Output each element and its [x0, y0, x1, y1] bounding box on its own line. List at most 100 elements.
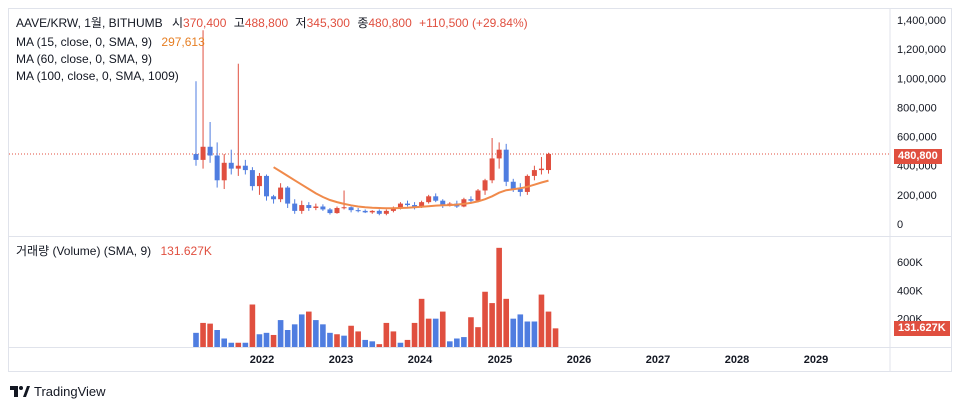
- close-label: 종: [357, 16, 369, 30]
- candle-body: [264, 175, 269, 197]
- ma60-label: MA (60, close, 0, SMA, 9): [16, 52, 153, 66]
- volume-bar: [439, 311, 446, 347]
- volume-bar: [390, 331, 397, 347]
- volume-bar: [270, 334, 277, 347]
- ma15-legend[interactable]: MA (15, close, 0, SMA, 9) 297,613: [16, 34, 205, 50]
- volume-bar: [489, 303, 495, 347]
- volume-bar: [221, 338, 227, 347]
- price-tick-label: 1,000,000: [897, 73, 946, 85]
- ma15-line: [273, 166, 549, 210]
- tradingview-logo[interactable]: TradingView: [10, 384, 106, 399]
- candle-body: [221, 162, 227, 181]
- ma100-legend[interactable]: MA (100, close, 0, SMA, 1009): [16, 68, 179, 84]
- price-tick-label: 0: [897, 219, 903, 231]
- year-tick-label: 2024: [408, 354, 433, 366]
- candle-body: [362, 210, 368, 213]
- volume-bar: [468, 317, 474, 347]
- volume-bar: [362, 339, 368, 347]
- volume-bar: [545, 311, 552, 347]
- candle-body: [475, 190, 481, 201]
- price-tick-label: 1,200,000: [897, 44, 946, 56]
- volume-bar: [277, 320, 284, 347]
- candle-body: [341, 207, 347, 209]
- volume-bar: [411, 322, 418, 347]
- candle-body: [348, 207, 354, 211]
- candle-body: [271, 196, 277, 200]
- volume-bar: [228, 342, 235, 347]
- volume-bar: [291, 324, 298, 347]
- volume-bar: [355, 331, 361, 347]
- candle-body: [207, 146, 213, 156]
- ma100-label: MA (100, close, 0, SMA, 1009): [16, 69, 179, 83]
- tradingview-icon: [10, 385, 30, 397]
- candle-body: [235, 165, 241, 169]
- volume-bar: [425, 318, 432, 347]
- volume-bar: [447, 341, 453, 347]
- candle-body: [320, 206, 326, 210]
- candle-body: [390, 207, 396, 211]
- volume-bar: [320, 324, 326, 347]
- candle-body: [482, 180, 488, 191]
- volume-bar: [327, 332, 333, 347]
- volume-bar: [298, 314, 305, 347]
- candle-body: [242, 165, 248, 171]
- volume-bar: [334, 334, 340, 347]
- volume-bar: [214, 330, 220, 347]
- candle-body: [278, 187, 284, 200]
- volume-bar: [482, 291, 488, 347]
- candle-body: [461, 199, 467, 207]
- volume-bar: [454, 338, 460, 347]
- candle-body: [306, 205, 312, 208]
- volume-bar: [418, 298, 425, 347]
- volume-bar: [510, 318, 517, 347]
- candle-body: [531, 170, 537, 176]
- candle-body: [510, 181, 516, 190]
- year-tick-label: 2023: [329, 354, 353, 366]
- candle-body: [433, 196, 439, 201]
- candle-body: [376, 210, 382, 214]
- ma15-label: MA (15, close, 0, SMA, 9): [16, 35, 153, 49]
- ma15-value: 297,613: [161, 35, 205, 49]
- candle-body: [200, 146, 206, 160]
- volume-bar: [235, 342, 242, 347]
- volume-bar: [432, 318, 439, 347]
- candle-body: [440, 200, 446, 206]
- volume-bar: [200, 322, 206, 347]
- volume-bar: [383, 322, 390, 347]
- ma60-legend[interactable]: MA (60, close, 0, SMA, 9): [16, 51, 152, 67]
- candle-body: [228, 162, 234, 169]
- year-tick-label: 2026: [567, 354, 591, 366]
- ohlc-legend: AAVE/KRW, 1월, BITHUMB 시370,400 고488,800 …: [16, 15, 528, 31]
- candle-body: [517, 189, 523, 192]
- year-tick-label: 2027: [646, 354, 670, 366]
- price-tick-label: 1,400,000: [897, 15, 946, 27]
- volume-bar: [475, 327, 481, 347]
- close-value: 480,800: [368, 16, 412, 30]
- candle-body: [285, 187, 291, 204]
- volume-bar: [348, 325, 354, 347]
- candle-body: [489, 158, 495, 181]
- price-tick-label: 200,000: [897, 190, 937, 202]
- volume-tag: 131.627K: [894, 321, 950, 336]
- candle-body: [249, 170, 255, 187]
- volume-bar: [503, 298, 509, 347]
- open-label: 시: [171, 16, 184, 30]
- brand-label: TradingView: [34, 384, 106, 399]
- candle-body: [546, 153, 551, 171]
- price-tick-label: 600,000: [897, 132, 937, 144]
- volume-bar: [207, 323, 213, 347]
- year-tick-label: 2028: [725, 354, 749, 366]
- candle-body: [383, 210, 389, 214]
- volume-legend[interactable]: 거래량 (Volume) (SMA, 9) 131.627K: [16, 243, 212, 259]
- last-price-tag: 480,800: [894, 149, 942, 164]
- high-label: 고: [233, 16, 245, 30]
- candle-body: [369, 210, 375, 213]
- year-tick-label: 2029: [804, 354, 828, 366]
- volume-bar: [263, 332, 270, 347]
- candle-body: [405, 203, 410, 206]
- price-tick-label: 800,000: [897, 102, 937, 114]
- candle-body: [334, 207, 340, 214]
- candle-body: [468, 199, 474, 201]
- candle-body: [538, 168, 544, 171]
